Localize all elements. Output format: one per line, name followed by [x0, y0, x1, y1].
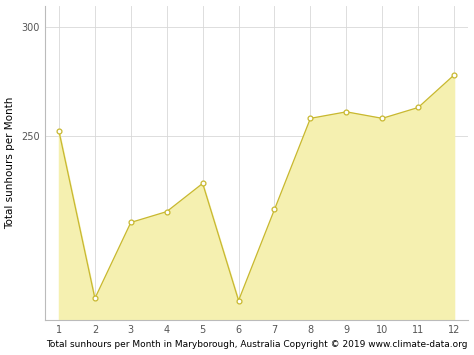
Y-axis label: Total sunhours per Month: Total sunhours per Month	[6, 97, 16, 229]
X-axis label: Total sunhours per Month in Maryborough, Australia Copyright © 2019 www.climate-: Total sunhours per Month in Maryborough,…	[46, 340, 467, 349]
